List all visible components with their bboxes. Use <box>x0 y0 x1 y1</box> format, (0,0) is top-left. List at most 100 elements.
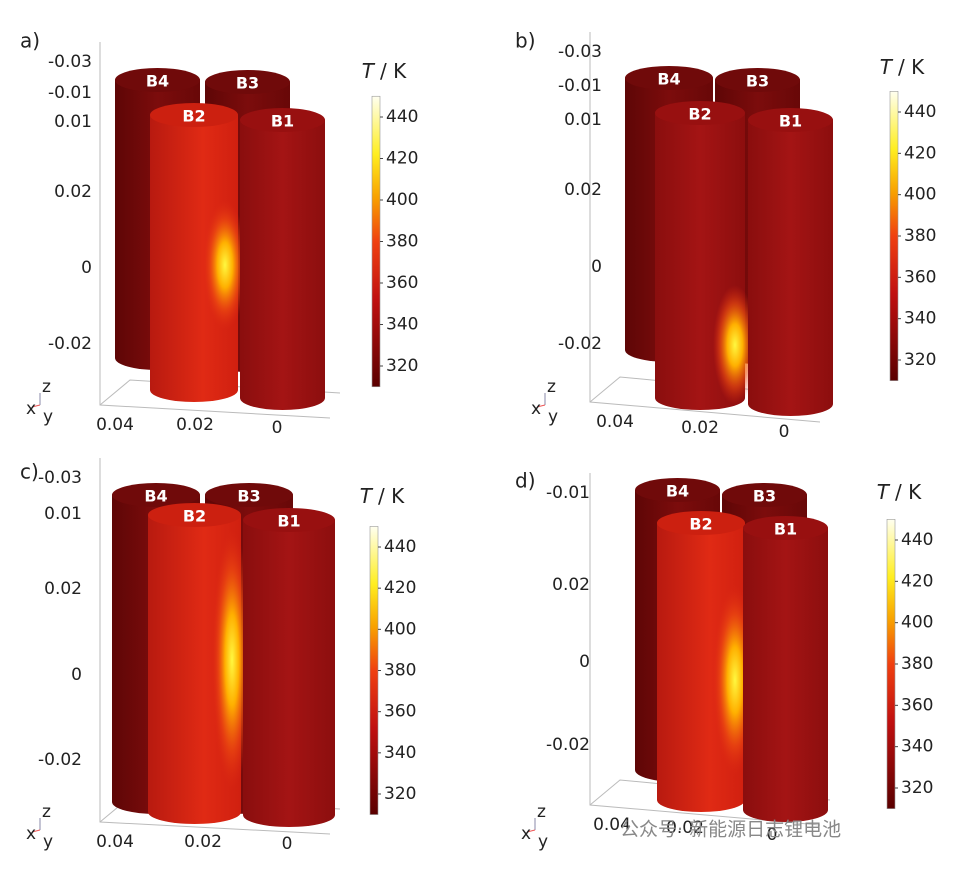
cell: B1 <box>240 108 325 410</box>
cell: B2 <box>150 103 247 402</box>
cell-top <box>115 68 200 92</box>
x-tick-label: 0.02 <box>666 818 704 838</box>
watermark: 公众号· 新能源日志锂电池 <box>620 819 841 841</box>
cell-top <box>148 503 241 527</box>
colorbar <box>371 95 381 388</box>
cell-label: B1 <box>277 512 300 531</box>
colorbar-tick-label: 360 <box>904 267 936 287</box>
colorbar-variable: T <box>880 55 894 79</box>
z-tick-label: -0.03 <box>48 52 92 72</box>
panel: c) -0.03 0.01 0.02 0 -0.02 0.04 0.02 0 B4 B3 B2 B1 zx… <box>20 458 416 854</box>
colorbar-unit: / K <box>380 59 407 83</box>
triad-label: x <box>26 399 36 419</box>
x-tick-label: 0.04 <box>593 815 631 835</box>
triad-axis <box>31 829 41 833</box>
triad-axis <box>31 404 41 408</box>
panel-label: a) <box>20 29 40 53</box>
cell-label: B2 <box>183 507 206 526</box>
triad-label: z <box>537 802 546 822</box>
colorbar-title: T / K <box>877 480 922 504</box>
z-tick-label: 0.02 <box>564 180 602 200</box>
z-tick-label: 0.02 <box>54 182 92 202</box>
z-tick-label: -0.01 <box>558 76 602 96</box>
colorbar-variable: T <box>360 484 374 508</box>
triad-label: y <box>43 407 53 427</box>
cell-label: B4 <box>657 70 680 89</box>
colorbar-unit: / K <box>895 480 922 504</box>
colorbar-tick-label: 420 <box>384 578 416 598</box>
x-tick-label: 0 <box>282 834 293 854</box>
cell: B2 <box>655 101 757 410</box>
x-tick-label: 0 <box>767 825 778 845</box>
triad-axis <box>536 404 546 408</box>
panel-label: c) <box>20 460 39 484</box>
triad-label: z <box>42 377 51 397</box>
z-tick-label: -0.02 <box>546 735 590 755</box>
colorbar-tick-label: 360 <box>901 695 933 715</box>
colorbar <box>886 519 896 809</box>
z-tick-label: 0 <box>579 652 590 672</box>
colorbar-tick-label: 380 <box>384 661 416 681</box>
z-tick-label: -0.03 <box>38 468 82 488</box>
cell-top <box>625 66 713 90</box>
colorbar-tick-label: 380 <box>386 232 418 252</box>
colorbar-tick-label: 400 <box>904 185 936 205</box>
z-tick-label: 0 <box>71 665 82 685</box>
cell-top <box>722 483 807 507</box>
cell-body <box>748 120 833 404</box>
x-tick-label: 0.02 <box>184 832 222 852</box>
colorbar <box>369 526 379 815</box>
cell-label: B3 <box>236 74 259 93</box>
colorbar-title: T / K <box>880 55 925 79</box>
colorbar-variable: T <box>362 59 376 83</box>
cell-label: B1 <box>271 112 294 131</box>
triad-label: y <box>43 832 53 852</box>
colorbar <box>889 91 899 381</box>
z-tick-label: 0 <box>81 258 92 278</box>
triad-label: z <box>547 377 556 397</box>
z-tick-label: 0 <box>591 257 602 277</box>
cell: B1 <box>748 108 833 416</box>
cell: B2 <box>657 511 757 812</box>
z-tick-label: 0.01 <box>54 112 92 132</box>
colorbar-tick-label: 440 <box>901 530 933 550</box>
cell-top <box>715 68 800 92</box>
colorbar-tick-label: 400 <box>386 190 418 210</box>
colorbar-variable: T <box>877 480 891 504</box>
cell-body <box>743 528 828 810</box>
triad-label: y <box>548 407 558 427</box>
cell-label: B4 <box>666 482 689 501</box>
cell-label: B3 <box>753 487 776 506</box>
hotspot <box>212 530 252 790</box>
z-tick-label: 0.02 <box>44 579 82 599</box>
x-tick-label: 0.02 <box>681 418 719 438</box>
cell-label: B3 <box>746 72 769 91</box>
z-tick-label: 0.01 <box>44 504 82 524</box>
x-tick-label: 0 <box>272 418 283 438</box>
cell-body <box>243 520 335 815</box>
colorbar-tick-label: 340 <box>386 315 418 335</box>
z-tick-label: 0.01 <box>564 110 602 130</box>
cell-top <box>655 101 745 125</box>
cell-label: B2 <box>689 515 712 534</box>
cell-top <box>657 511 745 535</box>
triad-label: y <box>538 832 548 852</box>
triad-label: x <box>531 399 541 419</box>
cell-label: B4 <box>144 487 167 506</box>
cell-label: B4 <box>146 72 169 91</box>
panel: d) -0.01 0.02 0 -0.02 0.04 0.02 0 B4 B3 B2 B1 zx y T / … <box>515 469 933 853</box>
z-tick-label: -0.02 <box>48 334 92 354</box>
colorbar-tick-label: 440 <box>384 537 416 557</box>
cell-label: B1 <box>774 520 797 539</box>
cell-top <box>112 483 200 507</box>
colorbar-tick-label: 320 <box>904 350 936 370</box>
panel: a) -0.03 -0.01 0.01 0.02 0 -0.02 0.04 0.02 0 B4 B3 B… <box>20 29 418 439</box>
x-tick-label: 0 <box>779 422 790 442</box>
z-tick-label: -0.01 <box>48 83 92 103</box>
x-tick-label: 0.02 <box>176 415 214 435</box>
colorbar-tick-label: 440 <box>904 102 936 122</box>
colorbar-tick-label: 380 <box>904 226 936 246</box>
panel-label: b) <box>515 29 536 53</box>
